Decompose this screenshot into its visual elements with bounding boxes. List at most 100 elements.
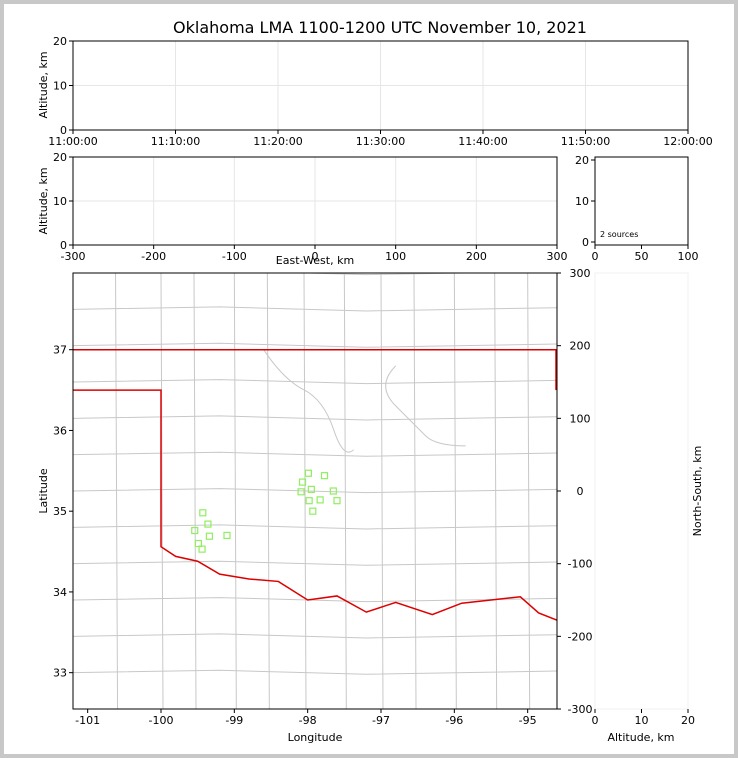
lat-tick-label: 35 <box>53 505 67 518</box>
hist-tick-label: 50 <box>635 250 649 263</box>
county-line <box>527 273 531 709</box>
lon-tick-label: -101 <box>75 714 100 727</box>
time-altitude-ylabel: Altitude, km <box>37 51 50 118</box>
lightning-source <box>194 539 202 548</box>
figure-frame: Oklahoma LMA 1100-1200 UTC November 10, … <box>4 4 734 754</box>
ns-tick-label: 200 <box>570 340 591 353</box>
lat-tick-label: 37 <box>53 344 67 357</box>
county-line <box>233 273 237 709</box>
time-tick-label: 12:00:00 <box>663 135 712 148</box>
county-line <box>266 273 270 709</box>
ns-alt-tick-label: 20 <box>681 714 695 727</box>
lightning-source <box>297 488 305 496</box>
time-tick-label: 11:40:00 <box>458 135 507 148</box>
county-line <box>73 560 557 566</box>
lon-tick-label: -99 <box>225 714 243 727</box>
river-line <box>385 365 466 447</box>
lma-figure: Oklahoma LMA 1100-1200 UTC November 10, … <box>37 18 713 744</box>
lon-tick-label: -95 <box>519 714 537 727</box>
lightning-source <box>198 545 206 553</box>
time-tick-label: 11:00:00 <box>48 135 97 148</box>
map-xlabel: Longitude <box>288 731 343 744</box>
oklahoma-border <box>73 389 557 621</box>
ew-alt-tick-label: 0 <box>60 239 67 252</box>
ns-alt-tick-label: 0 <box>592 714 599 727</box>
north-south-label: North-South, km <box>691 446 704 537</box>
map-axes-frame <box>72 272 558 710</box>
county-line <box>73 488 557 494</box>
ns-tick-label: -100 <box>568 558 593 571</box>
ew-axes-frame <box>72 156 558 246</box>
lightning-source <box>204 520 212 528</box>
county-line <box>73 633 557 639</box>
county-line <box>380 273 384 709</box>
hist-tick-label: 100 <box>678 250 699 263</box>
hist-alt-tick-label: 20 <box>575 154 589 167</box>
time-tick-label: 11:30:00 <box>356 135 405 148</box>
ew-alt-tick-label: 20 <box>53 151 67 164</box>
north-south-altitude-panel: 0 10 20 <box>592 272 695 727</box>
map-layers <box>69 273 557 709</box>
lat-tick-label: 36 <box>53 424 67 437</box>
lightning-source <box>223 531 231 540</box>
ew-tick-label: 300 <box>547 250 568 263</box>
lightning-source <box>199 509 207 517</box>
county-line <box>413 273 417 709</box>
lightning-source <box>304 469 312 477</box>
county-line <box>343 273 347 709</box>
ew-alt-tick-label: 10 <box>53 195 67 208</box>
county-line <box>73 524 557 530</box>
county-line <box>494 273 498 709</box>
hist-annotation: 2 sources <box>600 230 638 239</box>
county-line <box>73 597 557 603</box>
ew-tick-label: -200 <box>141 250 166 263</box>
lon-tick-label: -98 <box>299 714 317 727</box>
time-alt-tick-label: 0 <box>60 124 67 137</box>
lightning-source <box>316 496 324 504</box>
ns-tick-label: 0 <box>577 485 584 498</box>
county-line <box>73 379 557 385</box>
chart-title: Oklahoma LMA 1100-1200 UTC November 10, … <box>173 18 587 37</box>
ns-axes-frame <box>594 272 689 710</box>
lightning-source <box>333 497 341 505</box>
ns-tick-label: 300 <box>570 267 591 280</box>
ns-tick-label: -200 <box>568 630 593 643</box>
county-line <box>73 669 557 675</box>
plan-view-map-panel: -101 -100 -99 -98 -97 -96 -95 33 34 35 36 37 -300 -20… <box>53 267 592 727</box>
county-line <box>115 273 119 709</box>
lat-tick-label: 34 <box>53 586 67 599</box>
time-tick-label: 11:20:00 <box>253 135 302 148</box>
county-line <box>69 273 71 709</box>
hist-alt-tick-label: 10 <box>575 195 589 208</box>
lon-tick-label: -97 <box>372 714 390 727</box>
ns-tick-label: -300 <box>568 703 593 716</box>
ew-tick-label: -100 <box>222 250 247 263</box>
ns-alt-tick-label: 10 <box>635 714 649 727</box>
county-line <box>73 306 557 312</box>
time-axes-frame <box>72 40 689 131</box>
county-line <box>73 451 557 457</box>
lightning-source <box>205 532 213 540</box>
river-line <box>263 349 355 453</box>
ew-xlabel: East-West, km <box>276 254 354 267</box>
time-tick-label: 11:10:00 <box>151 135 200 148</box>
lightning-source <box>298 478 307 486</box>
map-ylabel: Latitude <box>37 468 50 514</box>
county-line <box>160 273 164 709</box>
lightning-source <box>305 497 313 505</box>
ew-altitude-ylabel: Altitude, km <box>37 167 50 234</box>
time-alt-tick-label: 20 <box>53 35 67 48</box>
county-line <box>193 273 197 709</box>
county-line <box>73 342 557 348</box>
time-alt-tick-label: 10 <box>53 80 67 93</box>
lightning-source <box>309 507 317 515</box>
ns-tick-label: 100 <box>570 412 591 425</box>
lon-tick-label: -100 <box>149 714 174 727</box>
hist-alt-tick-label: 0 <box>582 236 589 249</box>
east-west-altitude-panel: -300 -200 -100 0 100 200 300 0 10 20 <box>53 151 568 263</box>
lat-tick-label: 33 <box>53 667 67 680</box>
time-altitude-panel: 11:00:00 11:10:00 11:20:00 11:30:00 11:40:00… <box>48 35 712 148</box>
lightning-source <box>320 472 329 480</box>
lightning-source <box>307 485 315 493</box>
lightning-source <box>191 526 199 535</box>
